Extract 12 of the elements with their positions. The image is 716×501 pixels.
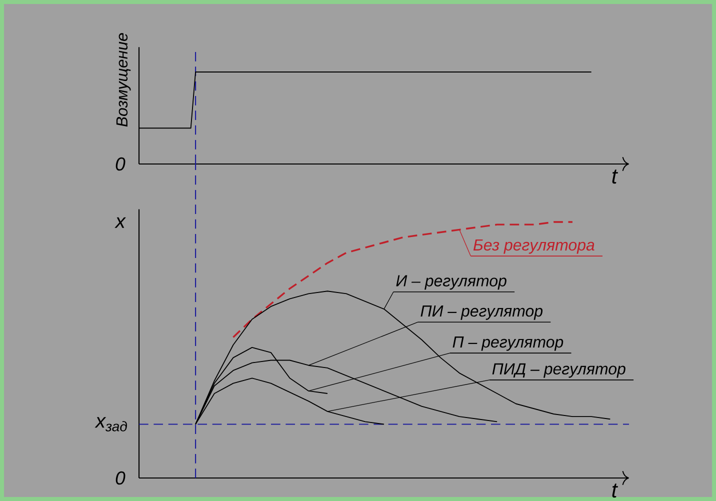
text: П – регулятор bbox=[452, 336, 564, 351]
text: ПИД – регулятор bbox=[492, 363, 626, 378]
y-axis-title: x bbox=[114, 217, 126, 228]
legend-label: Без регулятора bbox=[473, 239, 594, 254]
text: 0 bbox=[116, 471, 126, 485]
text: 0 bbox=[116, 157, 126, 171]
x-axis-title: t bbox=[612, 170, 618, 184]
x-axis-title: t bbox=[612, 484, 618, 498]
y-axis-title: Возмущение bbox=[116, 33, 131, 127]
text: ПИ – регулятор bbox=[420, 306, 543, 320]
series-label: И – регулятор bbox=[396, 275, 506, 290]
ref-line-label: x$_{зад}$ bbox=[94, 417, 127, 432]
